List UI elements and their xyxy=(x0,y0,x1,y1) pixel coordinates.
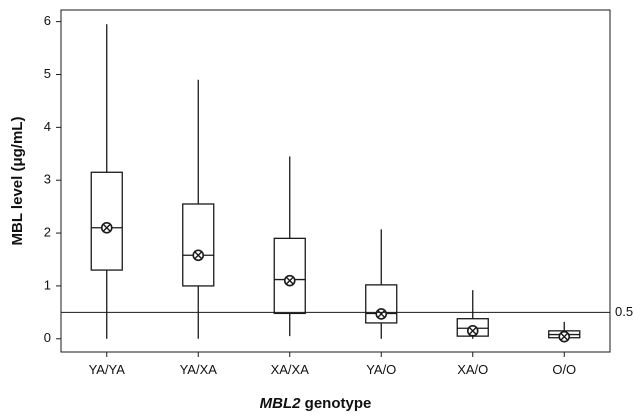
x-axis: YA/YA YA/XA XA/XA YA/O XA/O O/O xyxy=(89,352,576,377)
mean-cross xyxy=(560,332,569,341)
box-iqr xyxy=(90,171,123,271)
x-axis-label-suffix: genotype xyxy=(301,395,372,412)
mean-marker xyxy=(466,325,479,337)
x-axis-label: MBL2 genotype xyxy=(260,395,372,412)
y-axis-label: MBL level (μg/mL) xyxy=(9,117,26,246)
reference-line-label: 0.5 xyxy=(615,304,633,319)
y-tick-label: 0 xyxy=(44,330,51,345)
box-ya-xa xyxy=(182,79,215,339)
x-axis-label-gene: MBL2 xyxy=(260,395,301,412)
x-tick-label: YA/O xyxy=(366,362,396,377)
box-xa-xa xyxy=(273,156,306,337)
y-tick-label: 5 xyxy=(44,66,51,81)
box-iqr xyxy=(182,203,215,287)
x-tick-label: XA/O xyxy=(457,362,488,377)
box-ya-o xyxy=(365,229,398,339)
y-axis: 0 1 2 3 4 5 6 xyxy=(44,13,61,345)
mean-cross xyxy=(377,310,386,318)
y-tick-label: 3 xyxy=(44,172,51,187)
x-tick-label: YA/XA xyxy=(180,362,218,377)
mean-cross xyxy=(468,326,477,335)
plot-frame xyxy=(60,9,611,353)
mean-marker xyxy=(100,221,113,234)
mean-marker xyxy=(375,308,388,320)
x-tick-label: O/O xyxy=(552,362,576,377)
box-xa-o xyxy=(456,290,489,339)
x-tick-label: XA/XA xyxy=(271,362,310,377)
box-o-o xyxy=(548,321,581,343)
box-ya-ya xyxy=(90,24,123,339)
y-tick-label: 4 xyxy=(44,119,51,134)
mean-cross xyxy=(194,251,203,260)
x-tick-label: YA/YA xyxy=(89,362,126,377)
y-tick-label: 2 xyxy=(44,225,51,240)
y-tick-label: 1 xyxy=(44,277,51,292)
mean-marker xyxy=(558,330,571,343)
boxes-layer xyxy=(90,24,581,343)
y-tick-label: 6 xyxy=(44,13,51,28)
mean-marker xyxy=(283,274,296,287)
mean-cross xyxy=(285,276,294,285)
mean-marker xyxy=(192,249,205,262)
mean-cross xyxy=(102,223,111,232)
